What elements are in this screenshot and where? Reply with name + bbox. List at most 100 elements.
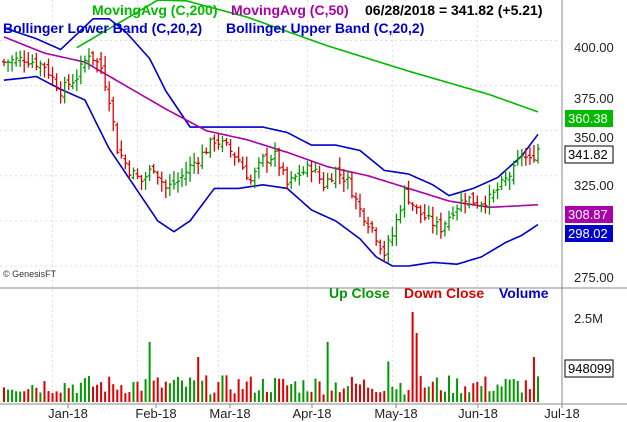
- volume-bar: [484, 376, 487, 402]
- price-bar: [66, 74, 71, 91]
- price-bar: [382, 240, 387, 262]
- watermark: © GenesisFT: [3, 269, 57, 279]
- volume-bar: [152, 380, 155, 402]
- volume-bar: [176, 376, 179, 402]
- volume-bar: [261, 378, 264, 402]
- volume-bar: [108, 376, 111, 402]
- price-bar: [467, 195, 472, 209]
- volume-bar: [286, 385, 289, 402]
- volume-bar: [217, 382, 220, 402]
- volume-bar: [500, 386, 503, 402]
- y-tick-375: 375.00: [574, 91, 614, 106]
- price-bar: [507, 171, 512, 191]
- price-bar: [260, 153, 265, 167]
- volume-bar: [265, 391, 268, 402]
- volume-bar: [75, 392, 78, 402]
- price-bar: [398, 205, 403, 224]
- volume-bar: [63, 383, 66, 402]
- volume-bar: [128, 392, 131, 402]
- volume-bar: [391, 386, 394, 402]
- volume-bar: [528, 389, 531, 402]
- volume-bar: [253, 392, 256, 402]
- volume-bar: [407, 390, 410, 402]
- volume-bar: [512, 378, 515, 402]
- price-bar: [78, 55, 83, 85]
- y-tick-275: 275.00: [574, 270, 614, 285]
- price-bar: [18, 50, 23, 67]
- x-tick-label: May-18: [374, 406, 417, 421]
- volume-bar: [116, 389, 119, 402]
- price-bar: [188, 156, 193, 182]
- price-bar: [406, 180, 411, 205]
- price-bar: [200, 144, 205, 169]
- price-bar: [366, 216, 371, 234]
- volume-legend-down: Down Close: [404, 285, 484, 301]
- volume-bar: [302, 380, 305, 402]
- price-bar: [378, 239, 383, 255]
- price-bar: [394, 213, 399, 246]
- volume-bar: [233, 393, 236, 402]
- price-bar: [289, 171, 294, 189]
- price-bar: [527, 147, 532, 165]
- price-bar: [442, 221, 447, 237]
- volume-bar: [172, 379, 175, 402]
- price-bar: [519, 148, 524, 167]
- price-bar: [2, 58, 6, 67]
- volume-bar: [67, 388, 70, 402]
- volume-bar: [245, 381, 248, 402]
- volume-bar: [47, 391, 50, 402]
- volume-bar: [367, 387, 370, 402]
- volume-bar: [294, 381, 297, 402]
- price-bar: [358, 193, 362, 218]
- ma50-badge: [565, 206, 613, 223]
- volume-bar: [79, 382, 82, 402]
- y-tick-2-5m: 2.5M: [574, 311, 603, 326]
- volume-bar: [371, 388, 374, 402]
- price-bar: [180, 168, 184, 187]
- price-bar: [353, 192, 358, 210]
- volume-bar: [298, 392, 301, 402]
- volume-bar: [237, 379, 240, 402]
- price-bar: [515, 150, 520, 166]
- moving-averages: [3, 0, 539, 209]
- volume-bar: [71, 384, 74, 402]
- price-bar: [451, 206, 456, 220]
- volume-bar: [464, 386, 467, 402]
- y-tick-325: 325.00: [574, 178, 614, 193]
- volume-bar: [476, 381, 479, 402]
- price-bar: [107, 81, 112, 112]
- volume-bar: [435, 377, 438, 402]
- price-bar: [483, 195, 488, 214]
- price-bar: [285, 166, 290, 190]
- volume-bar: [100, 382, 103, 402]
- volume-bar: [144, 379, 147, 402]
- price-bar: [54, 73, 59, 92]
- bollinger-bands: [3, 18, 539, 267]
- price-bar: [175, 172, 180, 193]
- x-tick-label: Mar-18: [209, 406, 250, 421]
- price-bar: [212, 134, 217, 152]
- volume-bar: [15, 391, 18, 402]
- ma200-badge-value: 360.38: [568, 111, 608, 126]
- volume-bar: [35, 387, 38, 402]
- price-bar: [511, 160, 516, 185]
- volume-bar: [532, 357, 535, 402]
- price-bar: [196, 157, 201, 175]
- price-bar: [277, 147, 282, 177]
- price-bar: [418, 205, 423, 224]
- volume-bar: [197, 357, 200, 402]
- volume-bar: [427, 386, 430, 402]
- price-bar: [329, 173, 334, 183]
- price-bar: [46, 58, 51, 79]
- volume-bar: [270, 392, 272, 402]
- volume-bar: [156, 377, 159, 402]
- volume-bar: [488, 391, 491, 402]
- volume-bar: [225, 375, 228, 402]
- price-bar: [224, 137, 229, 146]
- price-bar: [240, 156, 245, 170]
- price-bar: [208, 137, 213, 158]
- volume-bar: [55, 391, 58, 402]
- volume-bar: [403, 394, 406, 402]
- price-bar: [479, 201, 484, 213]
